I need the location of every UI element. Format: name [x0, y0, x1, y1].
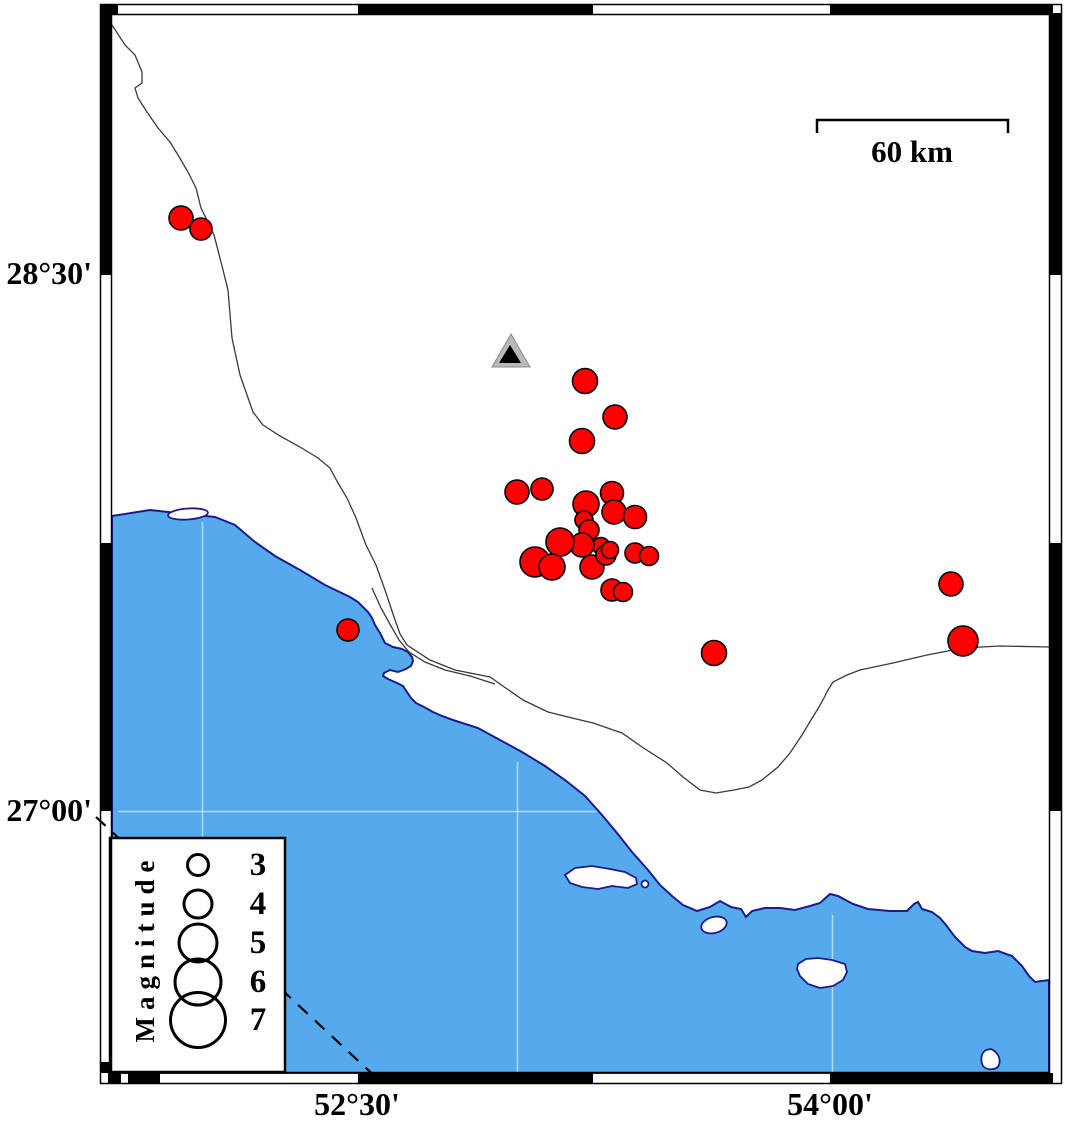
lat-label-28-30: 28°30': [6, 255, 92, 291]
island-teardrop: [980, 1048, 1001, 1071]
earthquake-marker: [571, 367, 599, 395]
earthquake-marker: [601, 499, 627, 525]
map-frame: [99, 3, 1063, 1085]
earthquake-marker: [700, 639, 728, 667]
scalebar-label: 60 km: [871, 134, 953, 169]
lon-label-54-00: 54°00': [787, 1086, 873, 1122]
coastal-spit: [167, 507, 209, 521]
border-lines: [111, 24, 1050, 794]
earthquake-markers: [168, 205, 979, 667]
earthquake-marker: [530, 477, 554, 501]
legend-value-7: 7: [249, 1002, 267, 1038]
station-triangle-icon: [491, 332, 531, 368]
legend-box: [108, 836, 287, 1074]
island-small: [700, 915, 728, 935]
border-line-main: [111, 24, 1050, 794]
earthquake-marker: [638, 545, 660, 567]
earthquake-marker: [602, 404, 628, 430]
border-line-companion: [371, 587, 496, 685]
earthquake-marker: [168, 205, 194, 231]
islands: [167, 507, 1001, 1071]
legend-value-3: 3: [249, 847, 267, 883]
legend-scale-circle: [186, 853, 210, 877]
earthquake-marker: [189, 217, 213, 241]
sea-polygon: [111, 508, 1050, 1074]
lon-label-52-30: 52°30': [314, 1086, 400, 1122]
earthquake-marker: [545, 527, 575, 557]
legend-circles: [169, 853, 227, 1049]
earthquake-marker: [622, 504, 648, 530]
legend-scale-circle: [177, 922, 219, 964]
earthquake-marker: [947, 625, 979, 657]
legend-scale-circle: [173, 957, 223, 1007]
earthquake-marker: [336, 618, 360, 642]
island-medium: [796, 957, 848, 989]
legend-value-5: 5: [249, 925, 267, 961]
earthquake-marker: [538, 553, 566, 581]
legend-value-4: 4: [249, 886, 267, 922]
island-elongated: [563, 865, 639, 890]
legend-title: Magnitude: [130, 853, 160, 1043]
earthquake-marker: [600, 540, 620, 560]
earthquake-marker: [938, 571, 964, 597]
scalebar-bracket: [815, 118, 1010, 133]
earthquake-marker: [612, 581, 634, 603]
island-dot: [640, 879, 650, 889]
magnitude-legend: [108, 836, 287, 1074]
lat-label-27-00: 27°00': [6, 792, 92, 828]
earthquake-marker: [568, 427, 596, 455]
legend-value-6: 6: [249, 964, 267, 1000]
legend-scale-circle: [169, 991, 227, 1049]
legend-scale-circle: [182, 888, 214, 920]
earthquake-marker: [504, 479, 530, 505]
